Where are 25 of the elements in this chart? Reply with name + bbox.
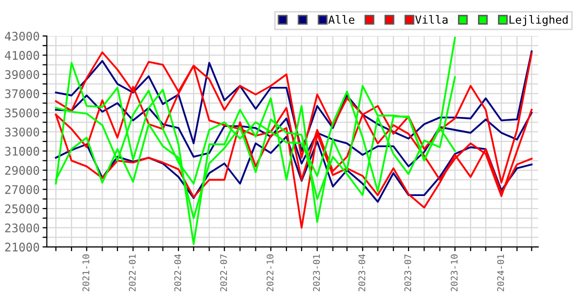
x-tick-label: 2022-01 (128, 254, 136, 292)
x-tick-label: 2023-04 (358, 254, 366, 292)
y-tick-label: 39000 (5, 70, 40, 80)
y-tick-label: 35000 (5, 108, 40, 118)
x-tick-label: 2022-07 (220, 254, 228, 292)
legend-label: Villa (415, 15, 448, 24)
y-tick-label: 41000 (4, 50, 40, 60)
y-tick-label: 37000 (5, 89, 40, 98)
y-tick-label: 25000 (5, 204, 40, 214)
legend-label: Alle (328, 15, 354, 24)
x-tick-label: 2022-04 (174, 254, 182, 292)
x-tick-label: 2023-10 (450, 254, 458, 292)
y-tick-label: 27000 (5, 185, 40, 194)
x-tick-label: 2023-07 (404, 254, 412, 292)
x-tick-label: 2023-01 (313, 254, 320, 292)
y-tick-label: 23000 (5, 223, 40, 232)
y-tick-label: 29000 (5, 166, 40, 175)
x-tick-label: 2022-10 (266, 254, 274, 292)
y-tick-label: 43000 (4, 32, 40, 41)
x-tick-label: 2024-01 (497, 254, 504, 292)
legend-label: Lejlighed (510, 15, 568, 26)
y-tick-label: 33000 (5, 128, 40, 137)
x-tick-label: 2021-10 (82, 254, 90, 292)
y-tick-label: 21000 (5, 242, 40, 252)
y-tick-label: 31000 (5, 146, 40, 156)
